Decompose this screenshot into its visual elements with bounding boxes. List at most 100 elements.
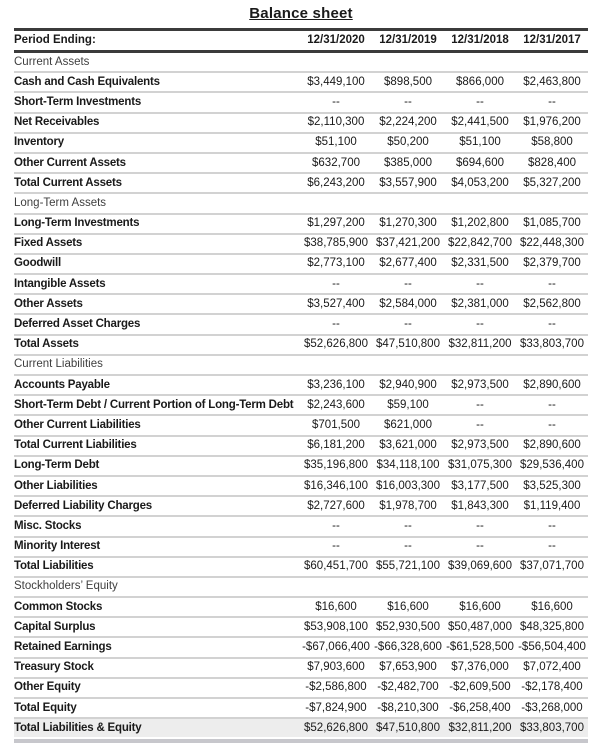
cell-value: -$3,268,000 (516, 696, 588, 719)
cell-value: -- (300, 273, 372, 295)
table-row: Total Current Liabilities $6,181,200 $3,62… (14, 434, 588, 456)
cell-value: $7,072,400 (516, 656, 588, 678)
column-header-2020: 12/31/2020 (300, 28, 372, 53)
row-label: Capital Surplus (14, 616, 300, 638)
row-label: Other Assets (14, 293, 300, 315)
cell-value: -$2,178,400 (516, 676, 588, 698)
cell-value: $35,196,800 (300, 454, 372, 476)
row-label: Stockholders’ Equity (14, 575, 300, 598)
cell-value: $2,243,600 (300, 394, 372, 416)
cell-value: -- (516, 535, 588, 557)
cell-value: $2,379,700 (516, 252, 588, 275)
cell-value: $6,243,200 (300, 172, 372, 194)
cell-value (300, 52, 372, 73)
row-label: Goodwill (14, 252, 300, 275)
cell-value (372, 192, 444, 214)
cell-value: -- (444, 313, 516, 335)
cell-value: $2,441,500 (444, 111, 516, 133)
table-row: Other Current Liabilities $701,500 $621,00… (14, 414, 588, 436)
row-label: Net Receivables (14, 111, 300, 133)
table-row: Intangible Assets -- -- -- -- (14, 273, 588, 295)
table-row: Total Assets $52,626,800 $47,510,800 $32,81… (14, 333, 588, 355)
column-header-2018: 12/31/2018 (444, 28, 516, 53)
cell-value: $2,940,900 (372, 373, 444, 396)
cell-value: $53,908,100 (300, 616, 372, 638)
row-label: Long-Term Debt (14, 454, 300, 476)
row-label: Total Current Assets (14, 172, 300, 194)
cell-value (300, 192, 372, 214)
cell-value: -$2,482,700 (372, 676, 444, 698)
cell-value: $701,500 (300, 414, 372, 436)
cell-value: -- (444, 535, 516, 557)
cell-value: $7,903,600 (300, 656, 372, 678)
row-label: Deferred Asset Charges (14, 313, 300, 335)
cell-value: -- (300, 515, 372, 537)
cell-value: -- (516, 414, 588, 436)
cell-value: -- (372, 313, 444, 335)
cell-value: -- (516, 273, 588, 295)
column-header-2017: 12/31/2017 (516, 28, 588, 53)
cell-value: -$61,528,500 (444, 636, 516, 658)
cell-value: -- (444, 515, 516, 537)
cell-value: $2,381,000 (444, 293, 516, 315)
row-label: Fixed Assets (14, 232, 300, 254)
cell-value: $51,100 (444, 131, 516, 153)
row-label: Intangible Assets (14, 273, 300, 295)
cell-value: $32,811,200 (444, 333, 516, 355)
table-row: Other Equity -$2,586,800 -$2,482,700 -$2,60… (14, 676, 588, 698)
table-row: Total Liabilities & Equity $52,626,800 $47… (14, 717, 588, 738)
row-label: Total Liabilities & Equity (14, 717, 300, 738)
cell-value: $2,677,400 (372, 252, 444, 275)
table-row: Cash and Cash Equivalents $3,449,100 $898,… (14, 71, 588, 93)
cell-value (300, 575, 372, 598)
cell-value: $16,600 (516, 596, 588, 618)
row-label: Minority Interest (14, 535, 300, 557)
section-row: Current Assets (14, 52, 588, 73)
cell-value: $39,069,600 (444, 555, 516, 577)
cell-value: -- (300, 535, 372, 557)
cell-value: $1,202,800 (444, 212, 516, 234)
row-label: Inventory (14, 131, 300, 153)
cell-value: $3,557,900 (372, 172, 444, 194)
cell-value: $16,600 (372, 596, 444, 618)
table-row: Short-Term Investments -- -- -- -- (14, 91, 588, 113)
table-row: Other Assets $3,527,400 $2,584,000 $2,381,0… (14, 293, 588, 315)
cell-value: $1,978,700 (372, 495, 444, 517)
cell-value: $2,463,800 (516, 71, 588, 93)
cell-value (444, 575, 516, 598)
cell-value: $22,842,700 (444, 232, 516, 254)
table-row: Net Receivables $2,110,300 $2,224,200 $2,44… (14, 111, 588, 133)
cell-value: $2,890,600 (516, 434, 588, 456)
row-label: Total Liabilities (14, 555, 300, 577)
cell-value (444, 52, 516, 73)
cell-value: $60,451,700 (300, 555, 372, 577)
cell-value: $55,721,100 (372, 555, 444, 577)
cell-value: $38,785,900 (300, 232, 372, 254)
cell-value: -- (300, 313, 372, 335)
row-label: Treasury Stock (14, 656, 300, 678)
cell-value: $3,236,100 (300, 373, 372, 396)
cell-value: $3,621,000 (372, 434, 444, 456)
cell-value: -- (516, 515, 588, 537)
cell-value: $3,527,400 (300, 293, 372, 315)
cell-value: $2,890,600 (516, 373, 588, 396)
cell-value (444, 353, 516, 375)
row-label: Other Current Assets (14, 151, 300, 174)
table-row: Capital Surplus $53,908,100 $52,930,500 $50… (14, 616, 588, 638)
row-label: Other Liabilities (14, 474, 300, 497)
cell-value: -- (372, 273, 444, 295)
table-row: Common Stocks $16,600 $16,600 $16,600 $16,60… (14, 596, 588, 618)
cell-value: $37,071,700 (516, 555, 588, 577)
table-row: Goodwill $2,773,100 $2,677,400 $2,331,500 $2… (14, 252, 588, 275)
section-row: Long-Term Assets (14, 192, 588, 214)
table-row: Accounts Payable $3,236,100 $2,940,900 $2,9… (14, 373, 588, 396)
table-row: Deferred Asset Charges -- -- -- -- (14, 313, 588, 335)
cell-value: $2,973,500 (444, 373, 516, 396)
cell-value: $4,053,200 (444, 172, 516, 194)
cell-value: -$56,504,400 (516, 636, 588, 658)
header-row: Period Ending: 12/31/2020 12/31/2019 12/… (14, 28, 588, 53)
row-label: Accounts Payable (14, 373, 300, 396)
cell-value (516, 575, 588, 598)
cell-value (372, 353, 444, 375)
row-label: Long-Term Investments (14, 212, 300, 234)
